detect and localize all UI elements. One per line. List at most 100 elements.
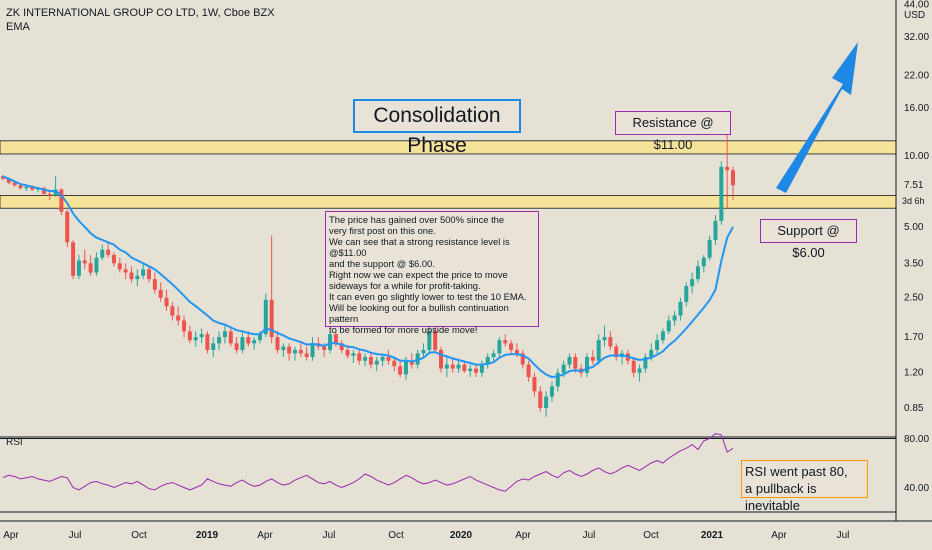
candle-body <box>147 269 151 280</box>
candle-body <box>474 368 479 373</box>
candle-body <box>339 343 344 350</box>
candle-body <box>398 366 403 375</box>
candle-body <box>386 356 391 361</box>
candle-body <box>293 349 297 354</box>
candle-body <box>561 364 566 373</box>
candle-body <box>596 340 601 361</box>
candle-body <box>187 331 192 341</box>
consolidation-label: Consolidation Phase <box>353 99 521 157</box>
candle-body <box>199 334 204 338</box>
candle-body <box>94 257 99 273</box>
candle-body <box>234 343 239 350</box>
candle-body <box>631 360 636 373</box>
time-tick-label: Jul <box>69 530 82 541</box>
candle-body <box>444 364 449 369</box>
candle-body <box>392 360 397 367</box>
candle-body <box>328 334 333 350</box>
candle-body <box>106 249 111 255</box>
candle-body <box>182 320 187 332</box>
price-tick-label: 5.00 <box>904 222 924 233</box>
candle-body <box>485 356 490 365</box>
candle-body <box>257 334 262 341</box>
candle-body <box>707 239 712 258</box>
candle-body <box>287 346 292 354</box>
support-zone <box>0 195 897 209</box>
bullish-arrow-icon <box>776 42 858 193</box>
candle-body <box>655 340 660 350</box>
candle-body <box>497 340 502 354</box>
candle-body <box>602 337 607 341</box>
time-tick-label: Apr <box>3 530 19 541</box>
candle-body <box>141 269 146 276</box>
candle-body <box>421 349 426 354</box>
candle-body <box>427 331 432 350</box>
price-tick-label: 1.20 <box>904 368 924 379</box>
price-tick-label: 3.50 <box>904 258 924 269</box>
candle-body <box>152 279 157 290</box>
candle-body <box>111 254 116 264</box>
time-tick-label: Apr <box>257 530 273 541</box>
candle-body <box>357 353 362 361</box>
candle-body <box>24 186 29 189</box>
candle-body <box>6 178 11 183</box>
time-axis-ticks: Apr Jul Oct 2019 Apr Jul Oct 2020 Apr Jul Oct 2021 A… <box>3 530 849 541</box>
candle-body <box>409 360 414 365</box>
price-tick-label: 44.00 <box>904 0 929 11</box>
last-price-label: 7.51 <box>904 180 924 191</box>
candle-body <box>660 331 665 341</box>
candle-body <box>719 166 724 221</box>
analysis-note: The price has gained over 500% since the… <box>325 211 539 335</box>
candle-body <box>193 337 198 341</box>
time-tick-label: Apr <box>515 530 531 541</box>
candle-body <box>205 334 210 350</box>
candle-body <box>713 220 718 240</box>
candle-body <box>322 346 327 350</box>
time-tick-label: Jul <box>583 530 596 541</box>
price-tick-label: 16.00 <box>904 103 929 114</box>
candle-body <box>684 286 689 302</box>
candle-body <box>590 356 595 361</box>
candle-body <box>65 211 70 243</box>
candle-body <box>439 349 443 369</box>
currency-label: USD <box>904 10 925 21</box>
candle-body <box>532 377 537 392</box>
time-tick-label: 2019 <box>196 530 219 541</box>
chart-header: ZK INTERNATIONAL GROUP CO LTD, 1W, Cboe … <box>6 6 275 34</box>
countdown-label: 3d 6h <box>902 196 925 206</box>
candle-body <box>345 349 350 356</box>
candle-body <box>158 289 163 298</box>
price-tick-label: 2.50 <box>904 293 924 304</box>
candle-body <box>678 301 683 316</box>
candle-body <box>573 356 578 369</box>
time-tick-label: Apr <box>771 530 787 541</box>
candle-body <box>695 266 700 280</box>
candle-body <box>211 343 216 350</box>
support-label: Support @ $6.00 <box>760 219 857 260</box>
candle-body <box>555 372 560 387</box>
price-tick-label: 22.00 <box>904 70 929 81</box>
candle-body <box>567 356 572 365</box>
time-tick-label: Oct <box>388 530 404 541</box>
time-tick-label: Oct <box>131 530 147 541</box>
candle-body <box>538 391 543 408</box>
candle-body <box>649 349 654 357</box>
candle-body <box>491 353 496 357</box>
candle-body <box>71 242 76 276</box>
candle-body <box>176 315 181 321</box>
candle-body <box>468 368 473 372</box>
candle-body <box>666 320 671 332</box>
ema-indicator-label: EMA <box>6 21 30 33</box>
time-tick-label: Jul <box>323 530 336 541</box>
candle-body <box>1 176 5 179</box>
candle-body <box>608 337 613 347</box>
candle-body <box>380 356 385 361</box>
candle-body <box>701 257 706 267</box>
candle-body <box>18 185 23 189</box>
candle-body <box>310 343 315 357</box>
time-tick-label: Oct <box>643 530 659 541</box>
candle-body <box>479 364 484 373</box>
candle-body <box>614 346 619 357</box>
candle-body <box>228 331 233 344</box>
candle-body <box>298 349 303 354</box>
